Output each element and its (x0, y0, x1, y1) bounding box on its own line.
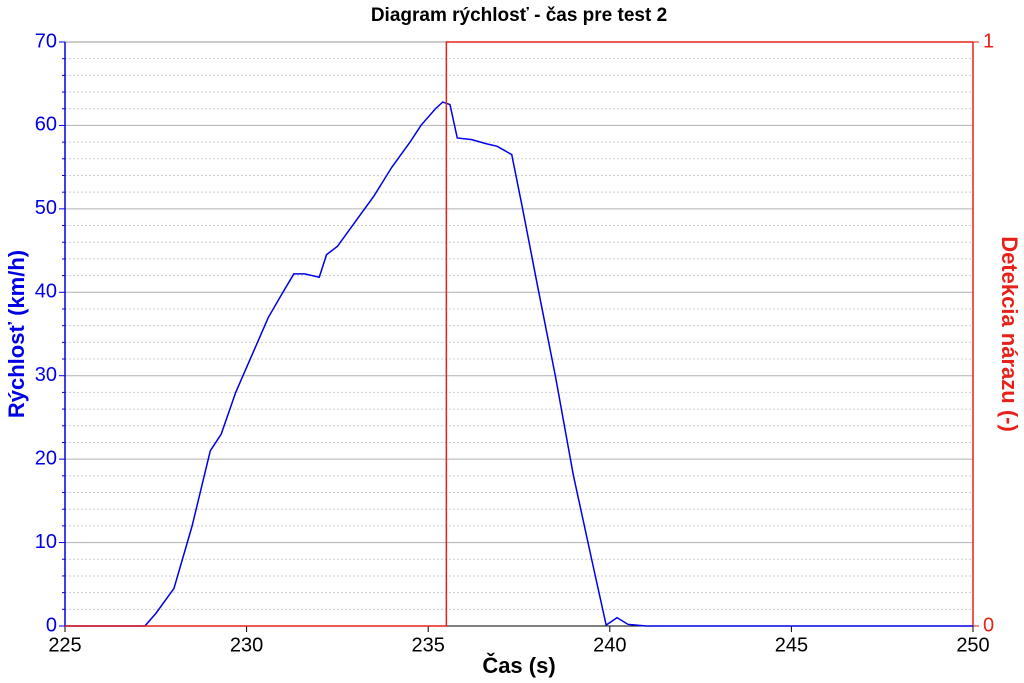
y-tick-label: 0 (46, 614, 57, 636)
chart-title: Diagram rýchlosť - čas pre test 2 (371, 5, 667, 26)
x-tick-label: 250 (956, 634, 989, 656)
y2-axis-label: Detekcia nárazu (-) (997, 236, 1022, 432)
x-tick-label: 240 (593, 634, 626, 656)
x-tick-label: 225 (48, 634, 81, 656)
y-tick-label: 50 (35, 197, 57, 219)
y2-tick-label: 1 (983, 30, 994, 52)
y-tick-label: 20 (35, 447, 57, 469)
x-tick-label: 230 (230, 634, 263, 656)
y2-tick-label: 0 (983, 614, 994, 636)
y-tick-label: 60 (35, 114, 57, 136)
series-line (65, 101, 973, 627)
x-tick-label: 245 (775, 634, 808, 656)
series-line (65, 41, 973, 627)
y-tick-label: 10 (35, 531, 57, 553)
x-tick-label: 235 (412, 634, 445, 656)
y-tick-label: 40 (35, 281, 57, 303)
y-axis-label: Rýchlosť (km/h) (4, 250, 29, 418)
x-axis-label: Čas (s) (482, 653, 555, 678)
y-tick-label: 30 (35, 364, 57, 386)
y-tick-label: 70 (35, 30, 57, 52)
